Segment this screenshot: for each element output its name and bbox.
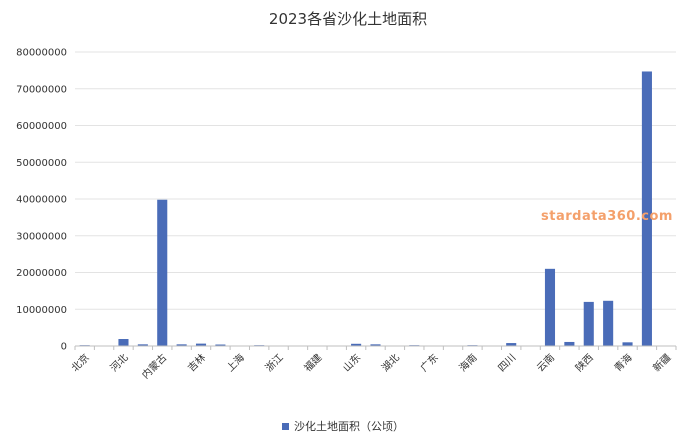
bar-河北	[118, 339, 129, 346]
y-tick-label: 50000000	[16, 158, 67, 169]
y-tick-label: 60000000	[16, 121, 67, 132]
y-tick-label: 70000000	[16, 84, 67, 95]
x-tick-label: 广东	[417, 351, 440, 374]
chart-title: 2023各省沙化土地面积	[269, 10, 427, 28]
bar-山东	[351, 343, 362, 346]
bar-黑龙江	[215, 344, 226, 346]
bar-陕西	[583, 301, 594, 346]
bar-西藏	[564, 341, 575, 346]
x-tick-label: 山东	[340, 351, 363, 374]
bar-河南	[370, 344, 381, 346]
x-tick-label: 云南	[534, 351, 557, 374]
y-tick-label: 80000000	[16, 48, 67, 59]
x-tick-label: 海南	[456, 351, 479, 374]
bar-内蒙古	[157, 199, 168, 346]
x-tick-label: 陕西	[573, 351, 596, 374]
y-tick-label: 20000000	[16, 268, 67, 279]
x-tick-label: 浙江	[263, 352, 286, 375]
y-tick-label: 40000000	[16, 195, 67, 206]
bar-云南	[544, 268, 556, 346]
bar-甘肃	[603, 300, 614, 346]
legend: 沙化土地面积（公顷）	[282, 419, 404, 433]
legend-swatch	[282, 423, 289, 430]
watermark: stardata360.com	[541, 209, 673, 224]
y-tick-label: 30000000	[16, 231, 67, 242]
x-tick-label: 北京	[68, 351, 91, 374]
x-axis: 北京 河北 内蒙古 吉林 上海 浙江 福建 山东 湖北 广东 海南 四川 云南 陕西 青海 新疆	[68, 346, 677, 381]
x-tick-label: 吉林	[185, 351, 208, 374]
bar-宁夏	[641, 71, 652, 346]
bar-山西	[137, 344, 148, 346]
bar-吉林	[195, 343, 207, 346]
legend-label: 沙化土地面积（公顷）	[294, 419, 404, 433]
bar-辽宁	[176, 344, 187, 346]
x-tick-label: 青海	[611, 351, 634, 374]
x-tick-label: 上海	[224, 351, 247, 374]
y-axis: 0 10000000 20000000 30000000 40000000 5000000…	[16, 48, 67, 353]
x-tick-label: 福建	[301, 351, 324, 374]
x-tick-label: 湖北	[379, 352, 402, 375]
x-tick-label: 河北	[108, 352, 131, 375]
y-tick-label: 0	[61, 342, 67, 353]
bar-四川	[506, 343, 517, 346]
y-tick-label: 10000000	[16, 305, 67, 316]
x-tick-label: 内蒙古	[139, 351, 169, 381]
x-tick-label: 四川	[496, 352, 518, 374]
x-tick-label: 新疆	[650, 351, 673, 374]
bar-青海	[622, 342, 633, 346]
gridlines	[75, 51, 676, 347]
